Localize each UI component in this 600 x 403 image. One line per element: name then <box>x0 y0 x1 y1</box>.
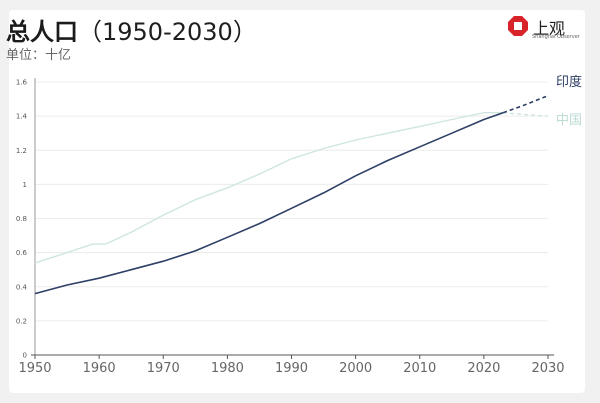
y-tick-label: 1.4 <box>16 113 28 121</box>
series-projection-line <box>503 112 549 117</box>
chart-card <box>9 10 585 393</box>
series-label: 印度 <box>556 74 582 90</box>
series-lines <box>34 94 549 295</box>
series-line <box>34 112 504 264</box>
y-tick-label: 1 <box>23 181 27 189</box>
series-line <box>34 111 504 295</box>
shanghai-observer-logo: 上观 Shanghai Observer <box>507 15 580 45</box>
y-tick-label: 0.4 <box>16 283 28 291</box>
x-tick-label: 2030 <box>531 361 564 376</box>
y-tick-label: 0.2 <box>16 317 27 325</box>
y-axis: 0 0.2 0.4 0.6 0.8 1 1.2 1.4 1.6 <box>16 78 36 360</box>
unit-label: 单位：十亿 <box>6 48 72 63</box>
x-tick-label: 1990 <box>275 361 308 376</box>
series-projection-line <box>502 94 549 114</box>
logo-name: 上观 <box>533 19 566 38</box>
grid-lines <box>35 81 548 322</box>
series-label: 中国 <box>556 113 582 128</box>
x-tick-label: 2000 <box>339 361 372 376</box>
x-tick-label: 1980 <box>211 361 244 376</box>
x-tick-label: 1960 <box>83 361 116 376</box>
y-tick-label: 1.2 <box>16 147 27 155</box>
chart-title: 总人口（1950-2030） <box>6 12 257 47</box>
title-years: （1950-2030） <box>78 18 257 46</box>
x-tick-label: 2010 <box>403 361 436 376</box>
x-tick-label: 2020 <box>467 361 500 376</box>
y-tick-label: 1.6 <box>16 79 28 87</box>
y-tick-label: 0 <box>23 352 27 360</box>
y-tick-label: 0.6 <box>16 249 28 257</box>
logo-subtitle: Shanghai Observer <box>532 34 580 40</box>
logo-octagon-icon <box>508 16 528 36</box>
x-axis: 1950 1960 1970 1980 1990 2000 2010 2020 2030 <box>18 354 565 376</box>
y-tick-label: 0.8 <box>16 215 27 223</box>
title-main: 总人口 <box>6 18 78 46</box>
x-tick-label: 1950 <box>18 361 51 376</box>
x-tick-label: 1970 <box>147 361 180 376</box>
